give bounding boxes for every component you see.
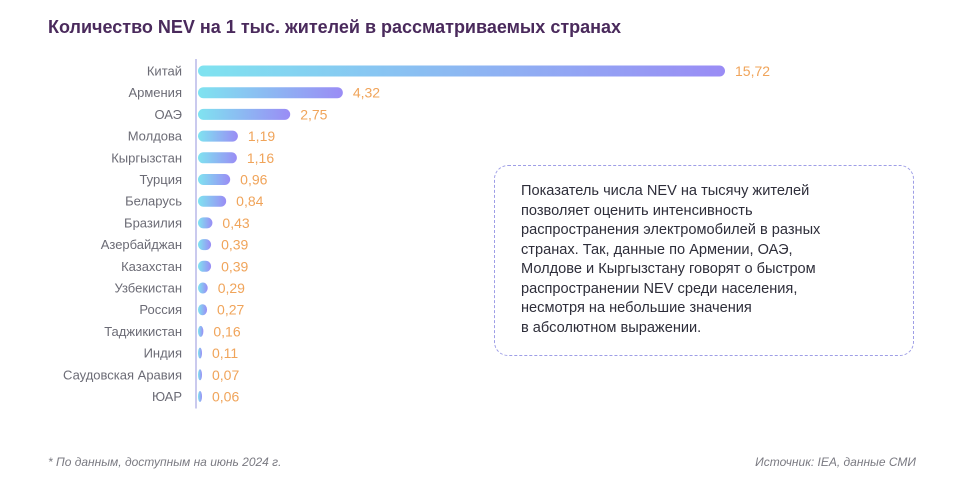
value-label: 0,07	[212, 367, 239, 383]
category-label: Кыргызстан	[111, 150, 182, 165]
value-label: 15,72	[735, 63, 770, 79]
category-label: Россия	[139, 302, 182, 317]
value-label: 0,27	[217, 302, 244, 318]
category-label: Армения	[128, 85, 182, 100]
chart-title: Количество NEV на 1 тыс. жителей в рассм…	[48, 17, 622, 37]
bar	[198, 65, 725, 77]
value-label: 0,84	[236, 193, 263, 209]
value-label: 1,19	[248, 128, 275, 144]
value-label: 0,96	[240, 172, 267, 188]
category-label: Бразилия	[124, 215, 182, 230]
bar	[198, 282, 208, 294]
value-label: 0,39	[221, 258, 248, 274]
category-label: Саудовская Аравия	[63, 367, 182, 382]
bar	[198, 130, 238, 142]
value-label: 0,16	[213, 323, 240, 339]
value-label: 0,39	[221, 237, 248, 253]
category-label: Индия	[144, 346, 182, 361]
value-label: 0,43	[222, 215, 249, 231]
category-label: Казахстан	[121, 259, 182, 274]
value-label: 0,11	[212, 345, 238, 361]
bar	[198, 108, 291, 120]
value-label: 0,29	[218, 280, 245, 296]
category-label: Турция	[139, 172, 182, 187]
bar	[198, 304, 208, 316]
bar	[198, 369, 202, 381]
footnote: * По данным, доступным на июнь 2024 г.	[48, 455, 282, 469]
value-label: 0,06	[212, 389, 239, 405]
info-callout-text: Показатель числа NEV на тысячу жителей п…	[521, 183, 821, 336]
bar	[198, 239, 212, 251]
category-label: Китай	[147, 64, 182, 79]
bar	[198, 217, 213, 229]
bar	[198, 152, 237, 164]
value-label: 1,16	[247, 150, 274, 166]
bar	[198, 325, 204, 337]
category-label: ОАЭ	[154, 107, 182, 122]
category-label: Узбекистан	[114, 281, 182, 296]
category-label: Таджикистан	[104, 324, 182, 339]
source-note: Источник: IEA, данные СМИ	[755, 455, 916, 469]
category-label: Беларусь	[125, 194, 182, 209]
category-label: Молдова	[128, 129, 183, 144]
category-label: ЮАР	[152, 389, 182, 404]
info-callout: Показатель числа NEV на тысячу жителей п…	[494, 165, 914, 356]
value-label: 2,75	[300, 106, 327, 122]
bar	[198, 391, 202, 402]
bar	[198, 347, 202, 359]
bar	[198, 195, 227, 207]
bar	[198, 87, 343, 99]
bar	[198, 174, 231, 185]
category-label: Азербайджан	[101, 237, 182, 252]
value-label: 4,32	[353, 85, 380, 101]
bar	[198, 260, 212, 272]
